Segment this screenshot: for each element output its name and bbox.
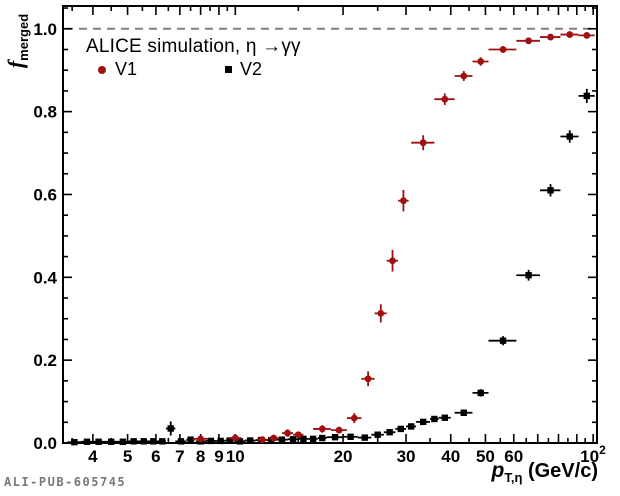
svg-text:60: 60: [504, 447, 523, 466]
svg-text:50: 50: [476, 447, 495, 466]
x-axis-symbol: p: [491, 459, 505, 482]
svg-text:5: 5: [123, 447, 132, 466]
svg-text:40: 40: [441, 447, 460, 466]
y-axis-title: fmerged: [3, 0, 31, 101]
svg-text:0.4: 0.4: [33, 268, 57, 287]
svg-text:0.8: 0.8: [33, 103, 57, 122]
svg-text:0.2: 0.2: [33, 351, 57, 370]
svg-text:0.6: 0.6: [33, 185, 57, 204]
v1-circle-marker-icon: [98, 66, 106, 74]
legend-label-v2: V2: [240, 59, 263, 79]
plot-title: ALICE simulation, η →γγ: [86, 36, 301, 57]
series-V2: [67, 88, 595, 446]
svg-text:0.0: 0.0: [33, 434, 57, 453]
svg-text:9: 9: [214, 447, 223, 466]
series-V1: [192, 31, 595, 444]
y-axis-subscript: merged: [16, 13, 31, 61]
svg-text:10: 10: [226, 447, 245, 466]
svg-text:20: 20: [334, 447, 353, 466]
svg-text:30: 30: [397, 447, 416, 466]
svg-text:4: 4: [88, 447, 98, 466]
svg-text:8: 8: [196, 447, 205, 466]
watermark: ALI-PUB-605745: [4, 475, 127, 489]
x-axis-units: (GeV/c): [527, 460, 598, 482]
legend-label-v1: V1: [115, 59, 138, 79]
svg-text:1.0: 1.0: [33, 20, 57, 39]
x-axis-title: pT,η (GeV/c): [360, 459, 598, 485]
v2-square-marker-icon: [225, 66, 232, 73]
x-axis-subscript: T,η: [504, 470, 523, 485]
svg-text:7: 7: [175, 447, 184, 466]
y-axis-symbol: f: [3, 60, 28, 69]
svg-text:6: 6: [151, 447, 160, 466]
